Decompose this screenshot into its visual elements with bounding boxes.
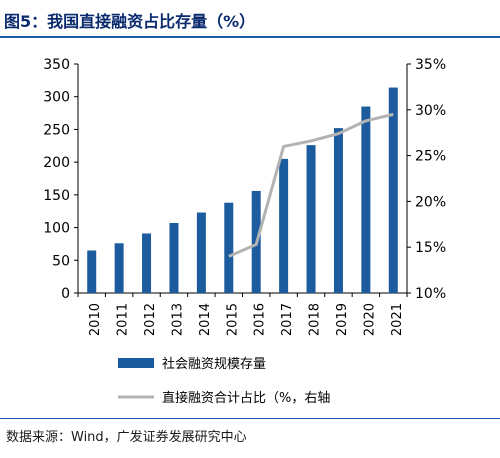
bar <box>114 243 124 293</box>
bar <box>333 128 343 293</box>
right-tick-label: 15% <box>415 240 446 256</box>
right-tick-label: 10% <box>415 286 446 302</box>
x-tick-label: 2015 <box>225 303 240 336</box>
chart: 0 50 100 150 200 250 300 350 10% 15% 20% 25% 30% 35% 2… <box>43 57 446 406</box>
x-tick-label: 2010 <box>88 303 103 336</box>
right-tick-label: 30% <box>415 103 446 119</box>
x-tick-label: 2018 <box>308 303 323 336</box>
left-tick-label: 200 <box>43 155 70 171</box>
left-tick-label: 250 <box>43 122 70 138</box>
x-tick-label: 2011 <box>116 303 131 336</box>
bar <box>388 87 398 293</box>
source-note: 数据来源：Wind，广发证券发展研究中心 <box>6 430 247 445</box>
x-tick-label: 2021 <box>390 303 405 336</box>
bar <box>196 212 206 293</box>
x-tick-label: 2016 <box>253 303 268 336</box>
figure-title: 图5：我国直接融资占比存量（%） <box>4 12 256 31</box>
right-tick-label: 20% <box>415 194 446 210</box>
left-tick-label: 0 <box>61 286 70 302</box>
left-tick-label: 300 <box>43 90 70 106</box>
right-tick-label: 25% <box>415 149 446 165</box>
x-tick-label: 2012 <box>143 303 158 336</box>
x-tick-label: 2013 <box>170 303 185 336</box>
x-tick-label: 2019 <box>335 303 350 336</box>
legend-bar-swatch <box>118 358 154 368</box>
left-tick-label: 150 <box>43 188 70 204</box>
bar <box>224 202 234 293</box>
x-tick-label: 2017 <box>280 303 295 336</box>
plot-area: 0 50 100 150 200 250 300 350 10% 15% 20% 25% 30% 35% 2… <box>43 57 446 406</box>
left-tick-label: 350 <box>43 57 70 73</box>
x-tick-label: 2020 <box>362 303 377 336</box>
bar <box>87 250 97 293</box>
bar <box>306 145 316 293</box>
left-tick-label: 50 <box>52 253 70 269</box>
title-divider <box>0 36 500 38</box>
bar <box>142 233 152 293</box>
legend-bar-label: 社会融资规模存量 <box>162 356 266 372</box>
title-bar: 图5：我国直接融资占比存量（%） <box>0 0 500 40</box>
left-tick-label: 100 <box>43 221 70 237</box>
right-tick-label: 35% <box>415 57 446 73</box>
bar <box>279 158 289 293</box>
legend-line-label: 直接融资合计占比（%，右轴 <box>162 390 330 406</box>
x-tick-label: 2014 <box>198 303 213 336</box>
source-divider <box>0 418 500 419</box>
bar <box>361 106 371 294</box>
bar <box>169 222 179 293</box>
